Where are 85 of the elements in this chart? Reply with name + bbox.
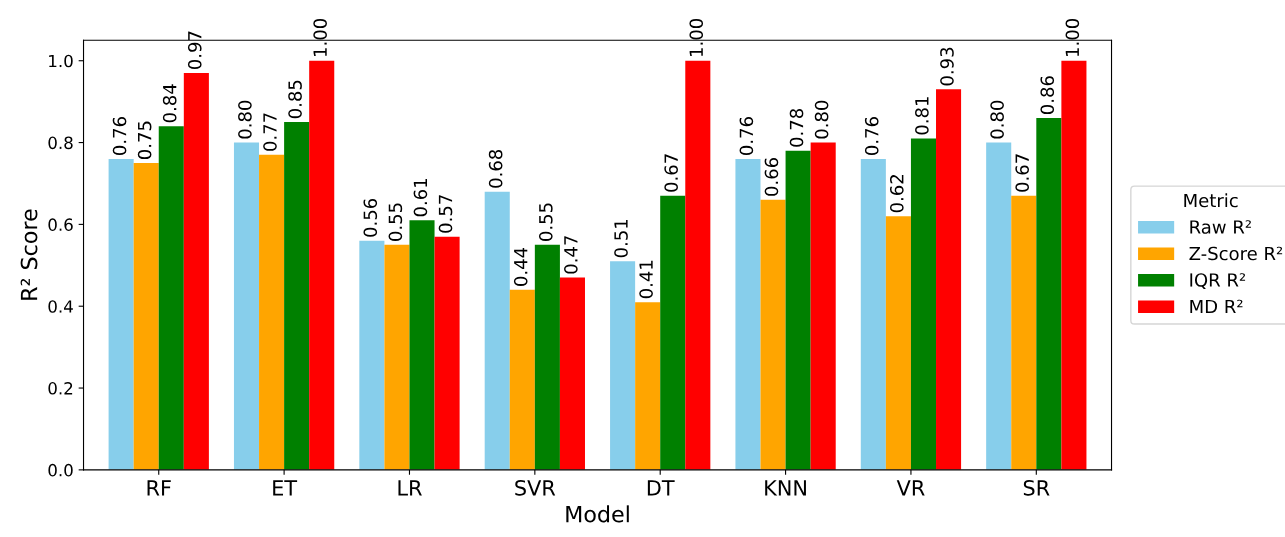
bar — [986, 142, 1012, 470]
bar — [936, 89, 962, 470]
x-tick-label: SVR — [515, 479, 556, 496]
x-tick-label: SR — [1023, 479, 1050, 496]
data-label: 0.76 — [739, 117, 754, 155]
bar — [434, 236, 460, 470]
x-tick-label: RF — [147, 480, 171, 496]
data-label: 0.56 — [363, 198, 378, 237]
bar — [860, 158, 886, 470]
x-tick-label: DT — [647, 480, 675, 496]
legend-title: Metric — [1184, 193, 1238, 208]
bar — [735, 158, 761, 470]
data-label: 0.80 — [238, 100, 252, 139]
data-label: 0.77 — [263, 113, 277, 151]
x-tick-label: LR — [398, 480, 422, 496]
bar — [1011, 195, 1037, 470]
bar — [309, 60, 335, 470]
bar — [484, 191, 510, 470]
data-label: 0.76 — [112, 117, 127, 155]
bar — [785, 150, 811, 470]
data-label: 1.00 — [689, 18, 704, 56]
data-label: 0.47 — [564, 236, 578, 274]
data-label: 0.51 — [614, 219, 628, 258]
bar — [635, 302, 661, 470]
bar — [284, 122, 310, 470]
bar — [760, 199, 786, 470]
bar — [233, 142, 260, 470]
bar — [610, 261, 636, 470]
legend-label: Raw R² — [1190, 220, 1251, 234]
data-label: 0.85 — [288, 80, 302, 119]
bar — [259, 154, 285, 470]
x-tick-label: VR — [896, 480, 925, 496]
data-label: 0.41 — [639, 260, 653, 299]
bar — [559, 277, 585, 470]
bar — [183, 73, 209, 470]
data-label: 0.57 — [438, 195, 453, 233]
bar — [885, 216, 911, 470]
data-label: 0.86 — [1040, 76, 1055, 115]
data-label: 0.93 — [940, 47, 954, 86]
bar — [810, 142, 836, 470]
x-axis-title: Model — [566, 505, 629, 523]
bar — [1036, 118, 1062, 470]
bar — [685, 60, 711, 470]
y-tick-label: 1.0 — [49, 54, 73, 68]
bar — [534, 244, 560, 470]
data-label: 0.67 — [664, 154, 678, 192]
bar — [108, 158, 134, 470]
data-label: 1.00 — [313, 18, 327, 56]
legend-label: Z-Score R² — [1189, 246, 1283, 261]
data-label: 0.75 — [137, 121, 152, 160]
data-label: 0.76 — [864, 117, 879, 155]
data-label: 0.55 — [388, 203, 403, 241]
data-label: 0.62 — [889, 175, 904, 213]
data-label: 0.81 — [915, 97, 929, 135]
y-tick-label: 0.2 — [48, 382, 73, 395]
data-label: 0.61 — [413, 178, 428, 217]
x-tick-label: ET — [273, 480, 298, 496]
bar — [1061, 60, 1087, 470]
legend-label: MD R² — [1190, 299, 1243, 314]
data-label: 0.78 — [789, 109, 804, 147]
bar — [384, 244, 410, 470]
data-label: 0.66 — [764, 158, 779, 196]
y-axis-title: R² Score — [20, 209, 38, 300]
bar — [133, 163, 159, 470]
y-tick-label: 0.8 — [48, 136, 73, 150]
bar — [359, 240, 385, 470]
data-label: 0.97 — [187, 31, 202, 70]
data-label: 0.68 — [488, 149, 503, 188]
x-tick-label: KNN — [765, 480, 806, 496]
data-label: 0.44 — [513, 247, 528, 286]
data-label: 0.84 — [162, 84, 177, 123]
data-label: 1.00 — [1065, 18, 1080, 56]
data-label: 0.55 — [538, 203, 553, 241]
bar — [409, 220, 435, 470]
bar — [158, 126, 184, 470]
data-label: 0.80 — [990, 100, 1004, 139]
y-tick-label: 0.0 — [48, 463, 73, 477]
y-tick-label: 0.6 — [48, 218, 73, 231]
legend-label: IQR R² — [1190, 273, 1246, 289]
bar — [509, 289, 535, 470]
bar — [910, 138, 937, 470]
bar — [660, 195, 686, 470]
y-tick-label: 0.4 — [48, 300, 73, 313]
data-label: 0.80 — [814, 100, 829, 139]
data-label: 0.67 — [1015, 154, 1030, 192]
